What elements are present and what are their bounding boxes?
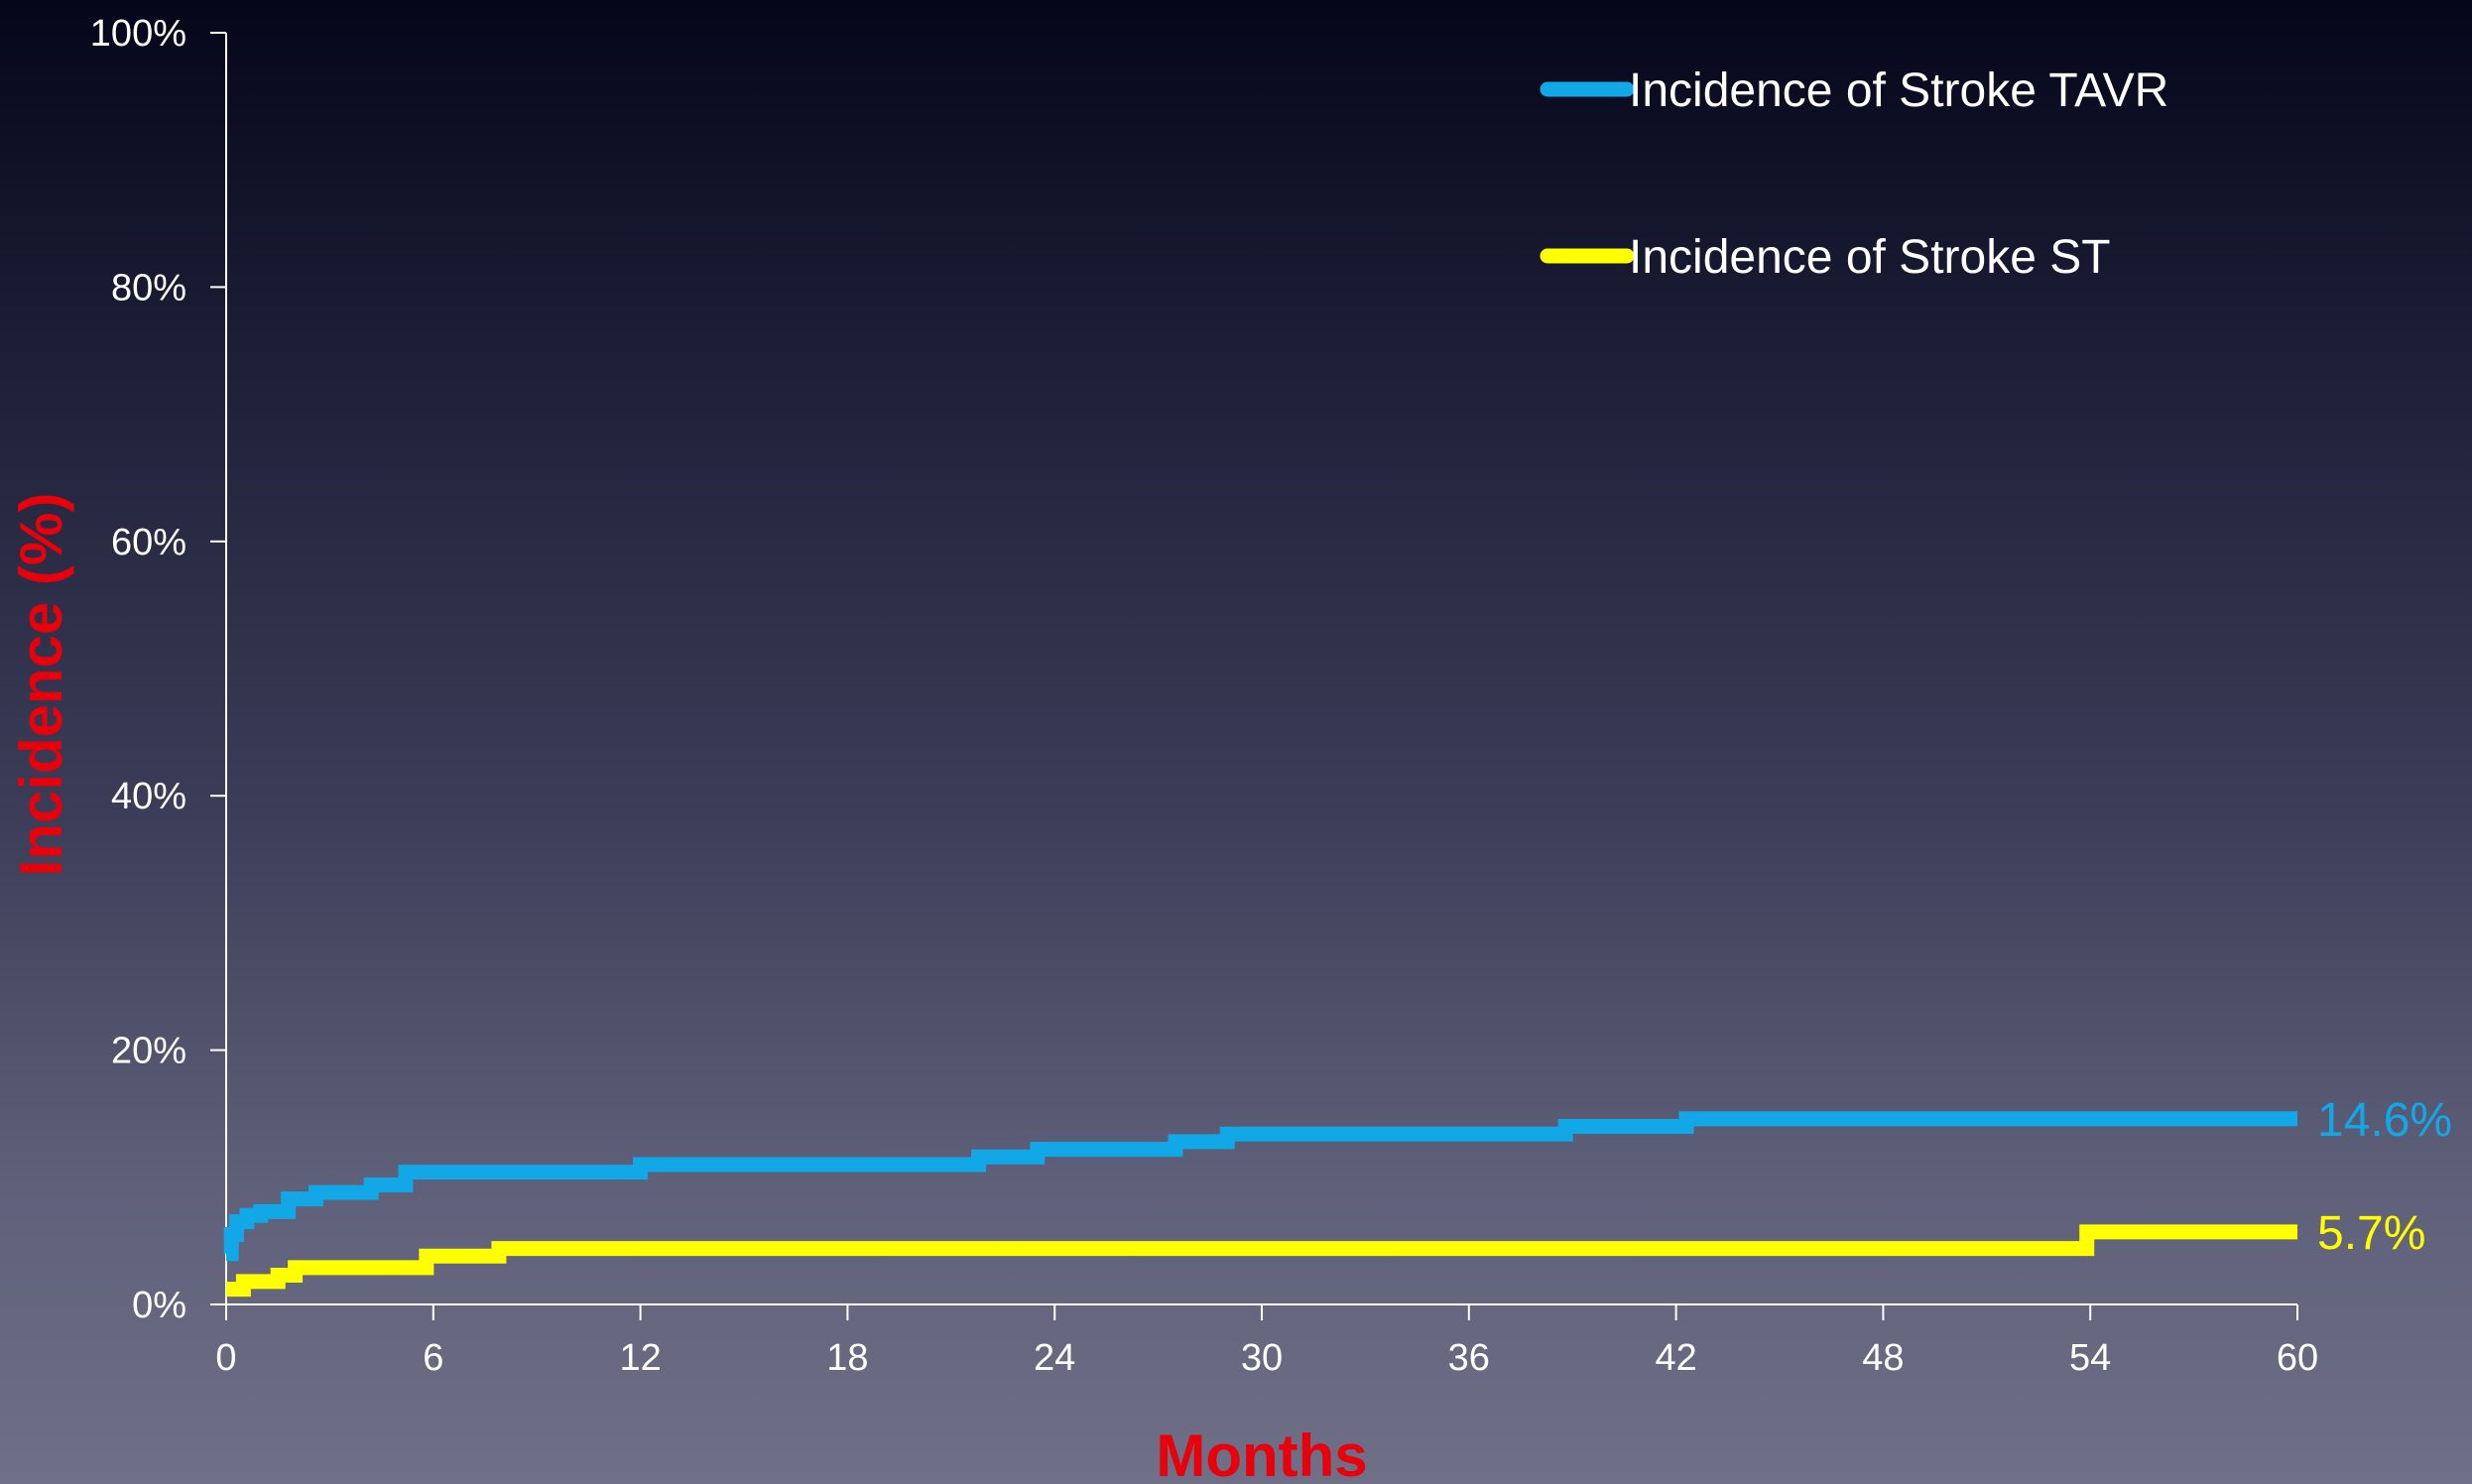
y-tick-label: 80%	[111, 267, 186, 309]
end-value-label: 14.6%	[2317, 1094, 2452, 1147]
legend: Incidence of Stroke TAVR Incidence of Str…	[1540, 64, 2168, 284]
x-tick-label: 24	[1034, 1337, 1075, 1379]
x-tick-label: 6	[423, 1337, 443, 1379]
series-line-st	[226, 1224, 2297, 1298]
y-tick-label: 0%	[132, 1285, 186, 1326]
legend-label: Incidence of Stroke ST	[1629, 231, 2111, 284]
y-axis-title: Incidence (%)	[8, 493, 74, 877]
end-labels: 14.6% 5.7%	[2317, 1094, 2452, 1260]
y-tick-label: 20%	[111, 1031, 186, 1072]
x-tick-label: 42	[1655, 1337, 1696, 1379]
series-lines	[223, 1111, 2297, 1298]
x-tick-label: 18	[826, 1337, 868, 1379]
x-tick-label: 12	[619, 1337, 661, 1379]
series-line-tavr	[223, 1111, 2297, 1262]
x-tick-label: 0	[215, 1337, 236, 1379]
x-tick-label: 60	[2277, 1337, 2318, 1379]
x-axis-ticks: 0 6 12 18 24 30 36 42 48 54 60	[215, 1304, 2318, 1379]
y-axis-ticks: 0% 20% 40% 60% 80% 100%	[90, 13, 226, 1326]
legend-label: Incidence of Stroke TAVR	[1629, 64, 2168, 117]
x-tick-label: 30	[1241, 1337, 1283, 1379]
x-tick-label: 48	[1862, 1337, 1904, 1379]
y-tick-label: 40%	[111, 776, 186, 817]
end-value-label: 5.7%	[2317, 1207, 2425, 1260]
x-axis-title: Months	[1156, 1422, 1367, 1484]
y-tick-label: 60%	[111, 522, 186, 563]
y-tick-label: 100%	[90, 13, 186, 55]
x-tick-label: 54	[2069, 1337, 2111, 1379]
x-tick-label: 36	[1448, 1337, 1490, 1379]
